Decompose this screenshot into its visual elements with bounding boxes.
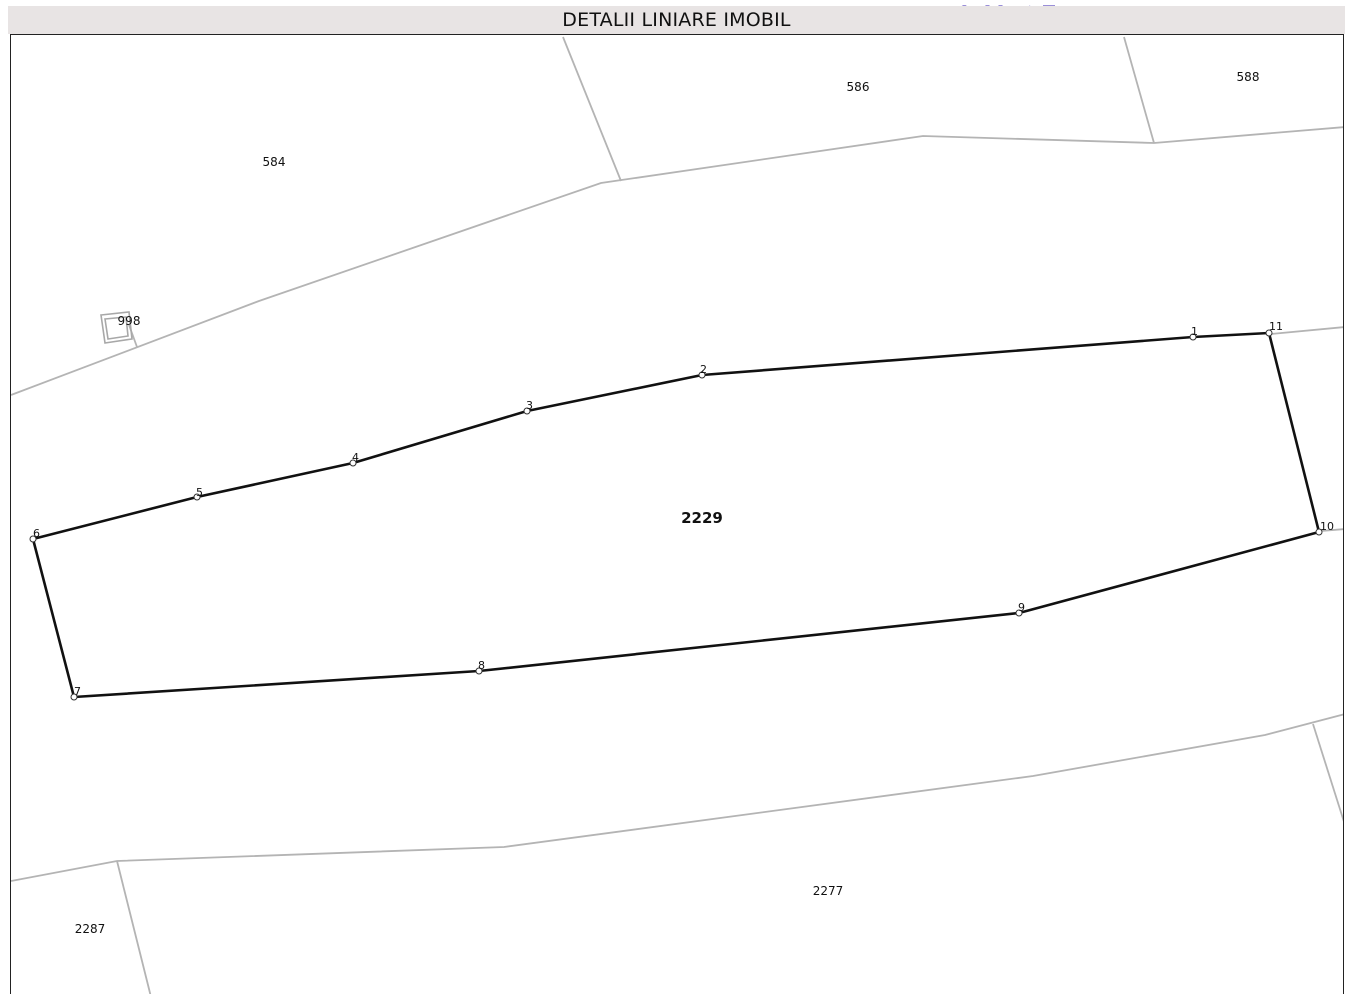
parcel-label-main: 2229: [681, 509, 723, 527]
title-bar: DETALII LINIARE IMOBIL: [8, 6, 1345, 34]
page-title: DETALII LINIARE IMOBIL: [562, 9, 791, 31]
vertex-marker-7: [70, 693, 78, 701]
vertex-label-7: 7: [74, 685, 81, 698]
vertex-label-5: 5: [196, 486, 203, 499]
vertex-labels: 1 2 3 4 5 6 7 8 9 10 11: [33, 320, 1334, 698]
cadastral-map: 1 2 3 4 5 6 7 8 9 10 11 2229 584 586 588…: [11, 36, 1343, 994]
vertex-marker-9: [1015, 609, 1023, 617]
boundary-586-588: [1123, 36, 1155, 144]
boundary-upper-road: [11, 126, 1343, 396]
parcel-labels: 2229 584 586 588 998 2277 2287: [75, 70, 1260, 936]
vertex-marker-10: [1315, 528, 1323, 536]
vertex-label-10: 10: [1320, 520, 1334, 533]
vertex-label-2: 2: [700, 363, 707, 376]
boundary-east-stub: [1270, 326, 1343, 335]
vertex-marker-2: [698, 371, 706, 379]
vertex-label-3: 3: [526, 399, 533, 412]
vertex-marker-4: [349, 459, 357, 467]
parcel-label-588: 588: [1237, 70, 1260, 84]
vertex-label-4: 4: [352, 451, 359, 464]
vertex-label-11: 11: [1269, 320, 1283, 333]
boundary-584-586: [562, 36, 622, 182]
vertex-marker-11: [1265, 329, 1273, 337]
boundary-east-lower: [1312, 723, 1343, 822]
boundary-2287-2277: [116, 860, 152, 994]
parcel-label-2277: 2277: [813, 884, 844, 898]
parcel-label-2287: 2287: [75, 922, 106, 936]
neighbor-boundaries: [11, 36, 1343, 994]
vertex-markers: [29, 329, 1323, 701]
vertex-label-6: 6: [33, 527, 40, 540]
parcel-outline[interactable]: [31, 331, 1321, 699]
parcel-label-998: 998: [118, 314, 141, 328]
map-view[interactable]: 1 2 3 4 5 6 7 8 9 10 11 2229 584 586 588…: [10, 34, 1344, 994]
vertex-marker-1: [1189, 333, 1197, 341]
parcel-label-586: 586: [847, 80, 870, 94]
boundary-lower-road: [11, 713, 1343, 882]
boundary-east-stub-2: [1320, 528, 1343, 532]
building-998: [100, 311, 133, 344]
vertex-marker-3: [523, 407, 531, 415]
vertex-label-8: 8: [478, 659, 485, 672]
vertex-label-1: 1: [1191, 325, 1198, 338]
vertex-marker-6: [29, 535, 37, 543]
parcel-label-584: 584: [263, 155, 286, 169]
vertex-label-9: 9: [1018, 601, 1025, 614]
vertex-marker-8: [475, 667, 483, 675]
vertex-marker-5: [193, 493, 201, 501]
